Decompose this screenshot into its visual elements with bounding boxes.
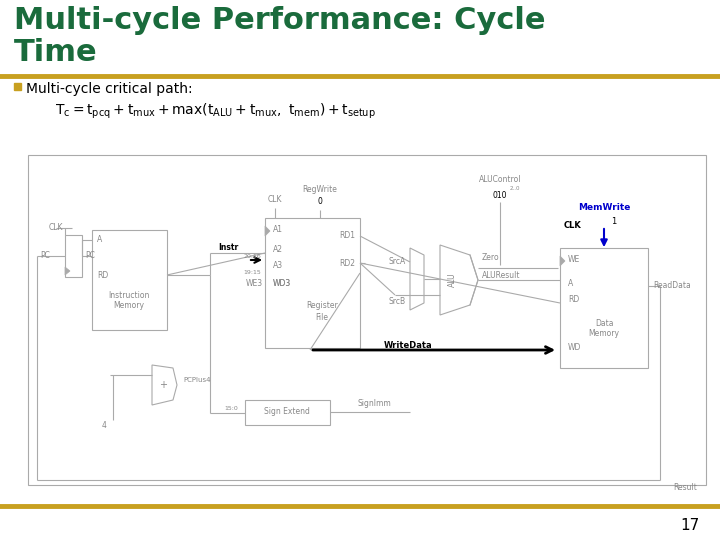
Text: WriteData: WriteData	[384, 341, 432, 349]
Text: RD: RD	[568, 295, 580, 305]
Polygon shape	[560, 256, 565, 266]
Polygon shape	[152, 365, 177, 405]
Text: PC: PC	[85, 252, 95, 260]
Polygon shape	[65, 267, 70, 275]
Text: Multi-cycle critical path:: Multi-cycle critical path:	[26, 82, 193, 96]
Text: RD: RD	[97, 271, 108, 280]
Text: CLK: CLK	[49, 224, 63, 233]
Text: Time: Time	[14, 38, 98, 67]
Text: RD1: RD1	[339, 232, 355, 240]
Text: CLK: CLK	[563, 221, 581, 231]
Text: SrcA: SrcA	[389, 258, 406, 267]
Text: Data: Data	[595, 319, 613, 327]
Bar	[245, 400, 330, 425]
Polygon shape	[440, 245, 478, 315]
Text: 15:0: 15:0	[224, 406, 238, 410]
Bar	[65, 235, 82, 277]
Text: Instr: Instr	[218, 244, 238, 253]
Text: 20:16: 20:16	[243, 253, 261, 259]
Text: A3: A3	[273, 261, 283, 271]
Text: Sign Extend: Sign Extend	[264, 408, 310, 416]
Text: RD2: RD2	[339, 259, 355, 267]
Text: 1: 1	[611, 218, 616, 226]
Text: SignImm: SignImm	[358, 400, 392, 408]
Text: File: File	[315, 313, 328, 321]
Text: ALUResult: ALUResult	[482, 271, 521, 280]
Text: CLK: CLK	[268, 195, 282, 205]
Text: ReadData: ReadData	[653, 281, 690, 291]
Text: Memory: Memory	[114, 301, 145, 310]
Text: Instruction: Instruction	[108, 291, 150, 300]
Text: A: A	[97, 235, 102, 245]
Text: 2..0: 2..0	[510, 186, 521, 191]
Text: 0: 0	[318, 198, 323, 206]
Bar	[14, 83, 21, 90]
Text: A2: A2	[273, 246, 283, 254]
Text: Result: Result	[673, 483, 697, 492]
Polygon shape	[265, 226, 270, 236]
Bar	[560, 248, 648, 368]
Text: Memory: Memory	[588, 329, 619, 339]
Text: WE3: WE3	[246, 279, 263, 287]
Text: 19:15: 19:15	[243, 269, 261, 274]
Text: MemWrite: MemWrite	[578, 204, 630, 213]
Bar	[92, 230, 167, 330]
Text: ALU: ALU	[448, 273, 456, 287]
Text: PC: PC	[40, 252, 50, 260]
Bar	[265, 218, 360, 348]
Text: A: A	[568, 279, 573, 287]
Text: WD3: WD3	[273, 279, 292, 287]
Text: SrcB: SrcB	[389, 298, 406, 307]
Text: WD3: WD3	[273, 279, 292, 287]
Text: Zero: Zero	[482, 253, 500, 262]
Text: ALUControl: ALUControl	[479, 176, 521, 185]
Polygon shape	[410, 248, 424, 310]
Text: A1: A1	[273, 226, 283, 234]
Text: PCPlus4: PCPlus4	[183, 377, 210, 383]
Text: $\mathsf{T_c = t_{pcq} + t_{mux} + max(t_{ALU} + t_{mux},\ t_{mem}) + t_{setup}}: $\mathsf{T_c = t_{pcq} + t_{mux} + max(t…	[55, 102, 376, 122]
Text: WE: WE	[568, 255, 580, 265]
Text: 4: 4	[102, 421, 107, 429]
Text: WD: WD	[568, 343, 581, 353]
Text: +: +	[159, 380, 167, 390]
Text: RegWrite: RegWrite	[302, 186, 338, 194]
Bar	[28, 155, 706, 485]
Text: 010: 010	[492, 192, 508, 200]
Text: Multi-cycle Performance: Cycle: Multi-cycle Performance: Cycle	[14, 6, 546, 35]
Text: Register: Register	[306, 301, 338, 310]
Text: 17: 17	[680, 517, 700, 532]
